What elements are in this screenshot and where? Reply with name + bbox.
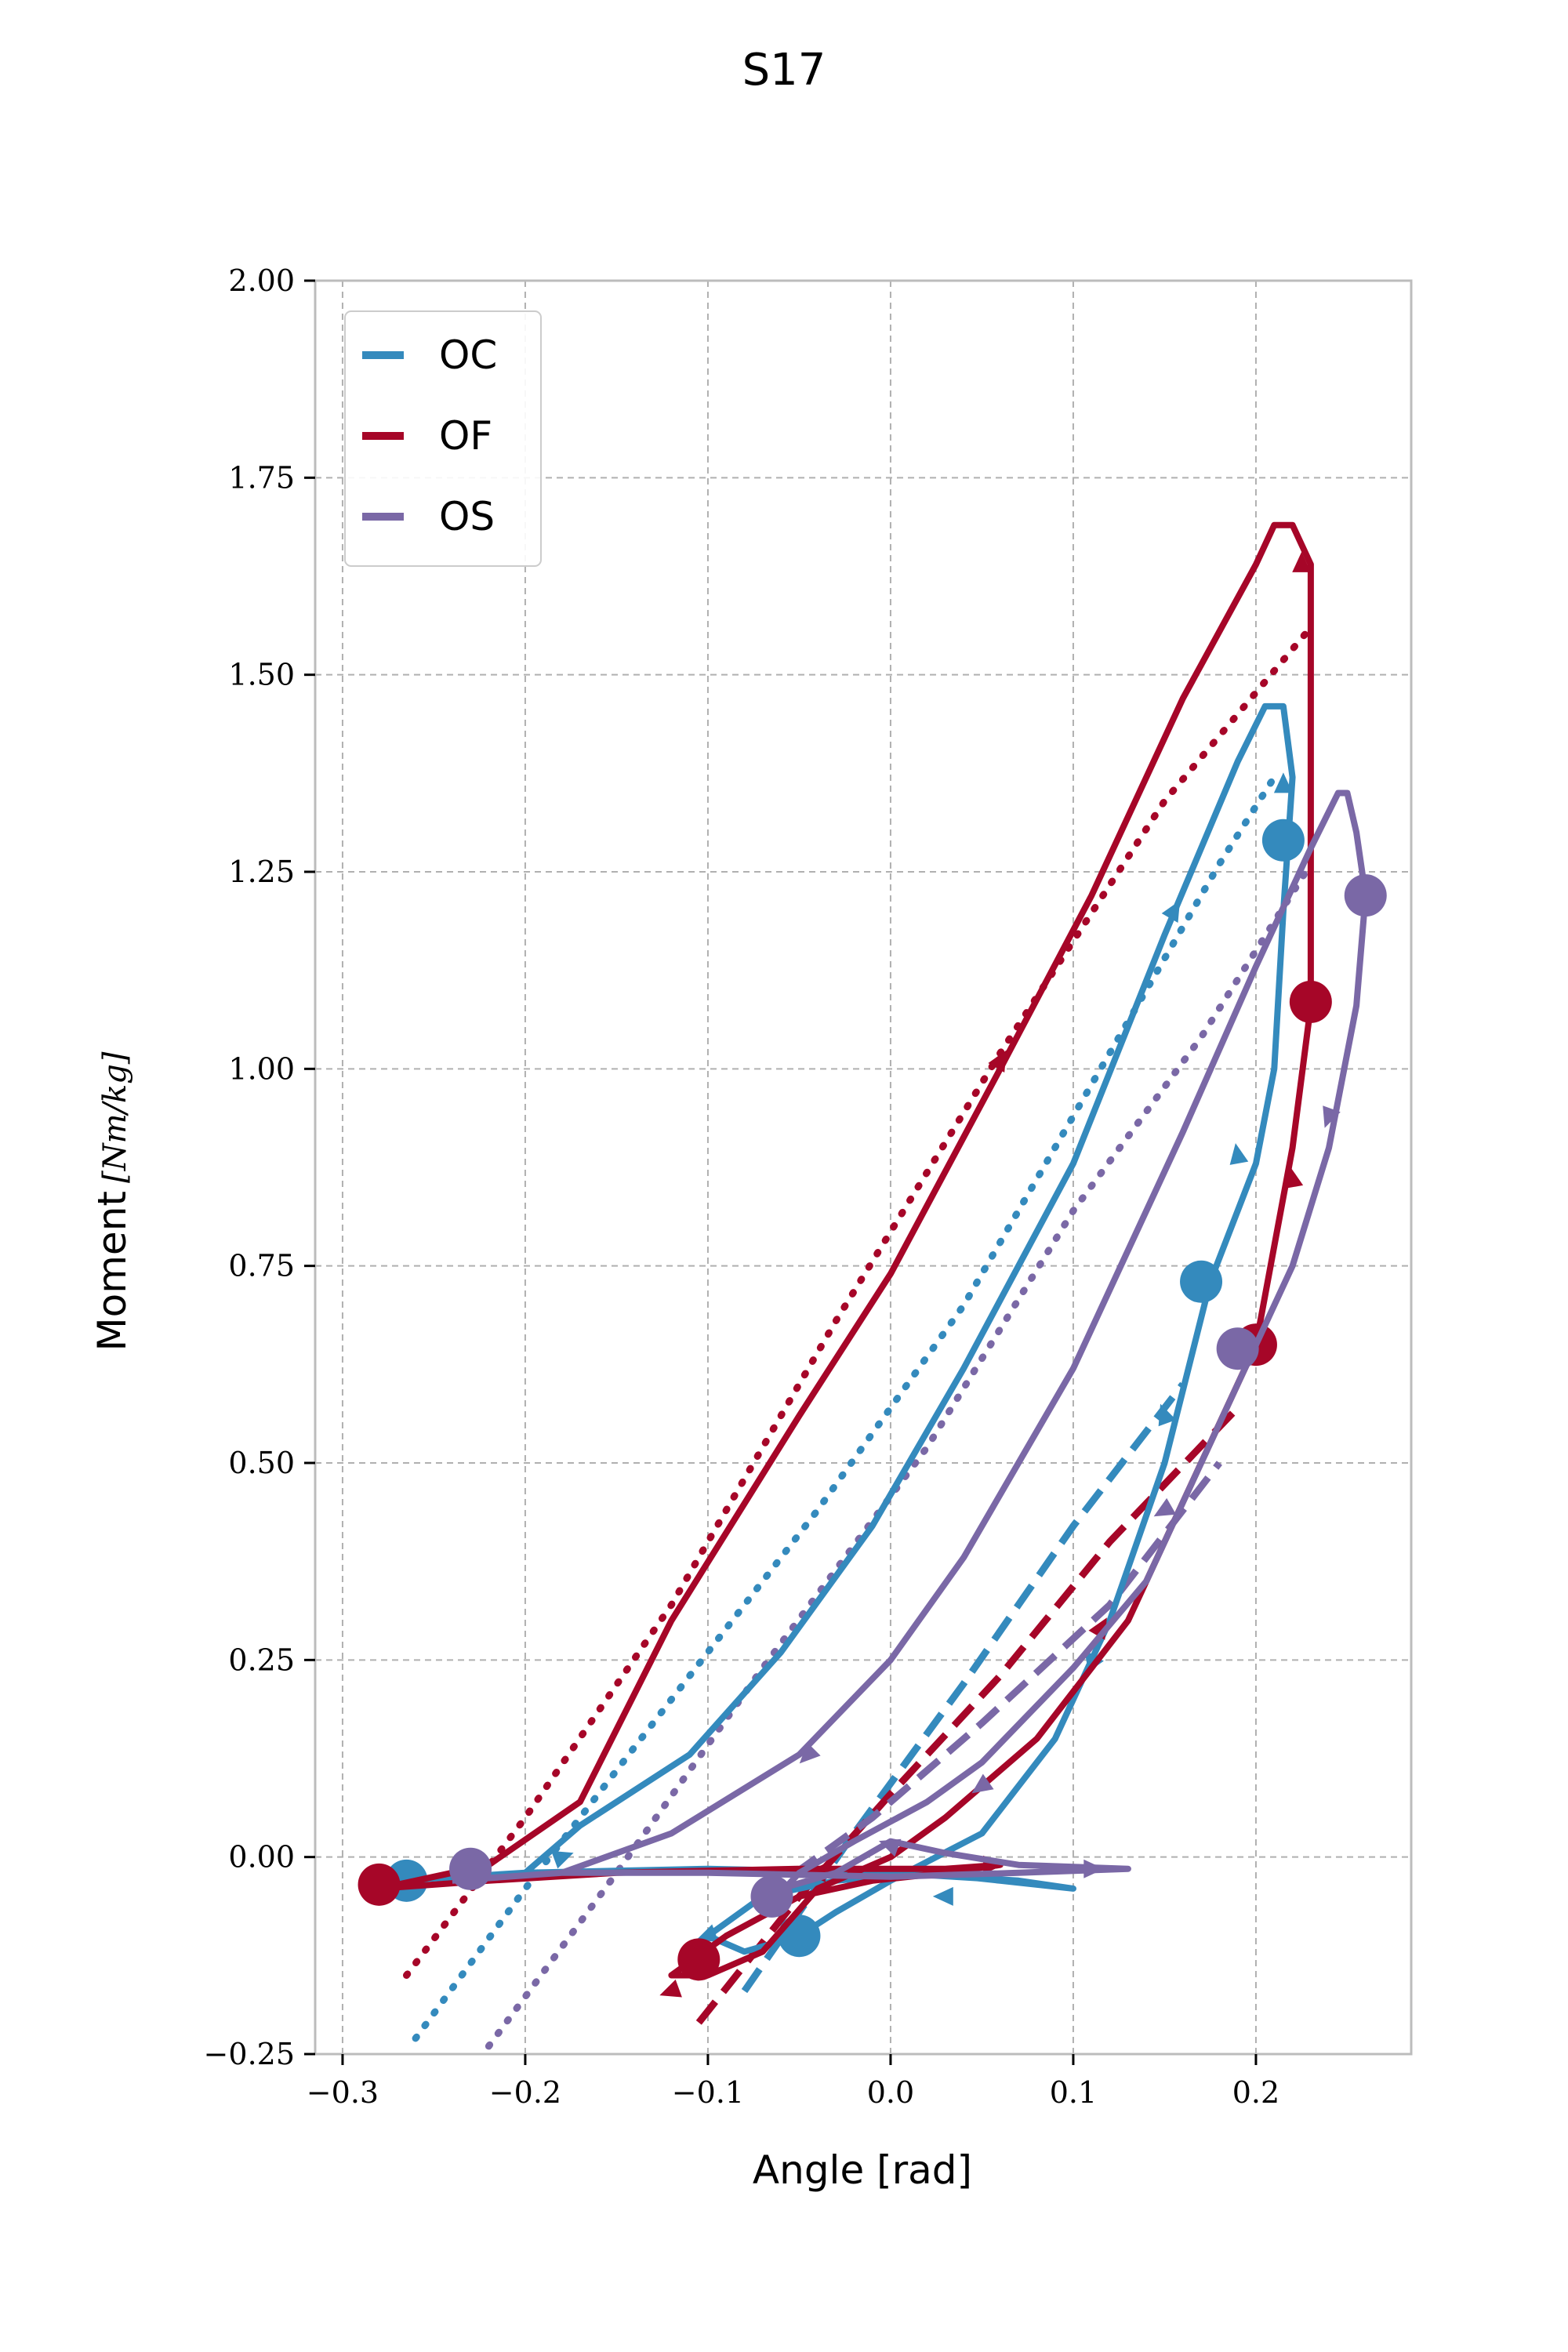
series-oc-arrow-marker (551, 1850, 574, 1869)
chart-title: S17 (742, 45, 826, 96)
legend-entry-os: OS (362, 494, 495, 539)
series-of-event-marker (677, 1938, 720, 1981)
series-of-arrow-marker (1292, 551, 1312, 572)
y-tick-label: 1.75 (228, 460, 295, 495)
y-tick-label: 0.50 (228, 1446, 295, 1480)
series-oc-arrow-marker (1158, 1403, 1177, 1427)
series-oc-arrow-marker (1273, 772, 1293, 793)
series-os-arrow-marker (1083, 1859, 1105, 1878)
y-tick-label: 2.00 (228, 263, 295, 298)
x-tick-label: 0.1 (1050, 2075, 1097, 2110)
series-oc-arrow-marker (932, 1886, 953, 1906)
series-os-event-marker (1216, 1327, 1259, 1370)
series-of-arrow-marker (659, 1979, 682, 1998)
series-oc-event-marker (778, 1915, 821, 1958)
y-tick-label: 0.25 (228, 1642, 295, 1677)
series-oc-event-marker (1261, 818, 1305, 862)
series-oc-arrow-marker (1161, 900, 1181, 923)
series-os-arrow-marker (799, 1742, 821, 1764)
x-tick-label: −0.1 (672, 2075, 744, 2110)
y-tick-label: 0.75 (228, 1249, 295, 1283)
legend-label-oc: OC (439, 332, 497, 378)
x-axis-label: Angle [rad] (753, 2147, 972, 2193)
plot-frame (314, 279, 1413, 2056)
series-of-dotted-line (403, 623, 1315, 1979)
series-os-arrow-marker (1323, 1105, 1341, 1128)
y-tick-label: −0.25 (204, 2037, 295, 2071)
series-os-dashed-line (760, 1461, 1222, 1900)
series-of-loop-line (378, 521, 1314, 1979)
legend-label-of: OF (439, 413, 492, 459)
series-os-event-marker (449, 1847, 492, 1890)
series-os-arrow-marker (878, 1838, 902, 1857)
series-os-dotted-line (485, 860, 1315, 2050)
y-tick-label: 1.00 (228, 1051, 295, 1086)
series-os-event-marker (1344, 874, 1387, 917)
series-of-event-marker (358, 1863, 401, 1906)
series-oc-event-marker (1180, 1260, 1223, 1303)
x-tick-label: −0.3 (307, 2075, 379, 2110)
legend: OC OF OS (344, 310, 542, 567)
series-of-arrow-marker (988, 1050, 1007, 1073)
x-tick-label: −0.2 (489, 2075, 561, 2110)
series-oc-arrow-marker (695, 1924, 719, 1943)
legend-entry-of: OF (362, 413, 492, 459)
series-os-loop-line (452, 789, 1369, 1915)
series-of-event-marker (1289, 980, 1332, 1023)
series-os-event-marker (750, 1875, 793, 1918)
y-tick-label: 1.25 (228, 855, 295, 889)
plot-area (358, 521, 1387, 2050)
axis-ticks: −0.3 −0.2 −0.1 0.0 0.1 0.2 −0.25 0.00 0.25 0.50 0.… (204, 263, 1280, 2110)
legend-box (344, 310, 542, 567)
legend-entry-oc: OC (362, 332, 497, 378)
series-os-arrow-marker (971, 1773, 994, 1794)
series-oc-loop-line (397, 702, 1296, 1955)
series-of-arrow-marker (1284, 1167, 1304, 1189)
series-oc-arrow-marker (1229, 1143, 1249, 1165)
y-axis-label-text: Moment (89, 1191, 135, 1352)
y-axis-unit: [Nm/kg] (97, 1051, 133, 1183)
series-os-arrow-marker (1153, 1497, 1177, 1517)
x-tick-label: 0.0 (867, 2075, 914, 2110)
y-axis-label: Moment [Nm/kg] (89, 1051, 135, 1351)
series-of-dashed-line (695, 1405, 1240, 2025)
y-tick-label: 0.00 (228, 1840, 295, 1875)
y-tick-label: 1.50 (228, 658, 295, 692)
x-tick-label: 0.2 (1232, 2075, 1279, 2110)
legend-label-os: OS (439, 494, 495, 539)
